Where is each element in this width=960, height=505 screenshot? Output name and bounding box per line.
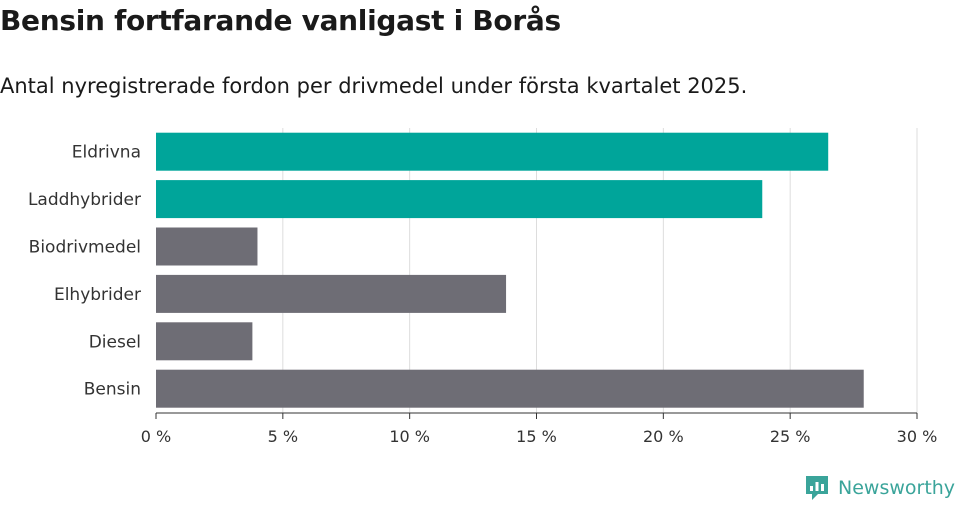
bar xyxy=(156,132,829,171)
newsworthy-brand: Newsworthy xyxy=(804,474,955,502)
bars xyxy=(156,132,864,408)
x-tick-label: 30 % xyxy=(897,427,938,446)
chart-title: Bensin fortfarande vanligast i Borås xyxy=(0,4,561,37)
newsworthy-logo-icon xyxy=(806,476,828,500)
x-tick-label: 10 % xyxy=(389,427,430,446)
category-label: Elhybrider xyxy=(54,285,141,305)
bar xyxy=(156,227,258,266)
x-tick-label: 15 % xyxy=(516,427,557,446)
category-label: Laddhybrider xyxy=(28,190,141,210)
x-tick-label: 5 % xyxy=(268,427,298,446)
category-label: Diesel xyxy=(89,332,141,352)
bar xyxy=(156,274,507,313)
brand-name: Newsworthy xyxy=(838,477,956,499)
category-label: Bensin xyxy=(84,380,141,400)
x-axis: 0 % 5 % 10 % 15 % 20 % 25 % 30 % xyxy=(141,412,938,446)
x-tick-label: 25 % xyxy=(770,427,811,446)
bar xyxy=(156,369,864,408)
x-tick-label: 20 % xyxy=(643,427,684,446)
category-label: Biodrivmedel xyxy=(29,238,141,258)
bar xyxy=(156,180,763,219)
x-tick-label: 0 % xyxy=(141,427,171,446)
category-label: Eldrivna xyxy=(72,143,141,163)
chart-subtitle: Antal nyregistrerade fordon per drivmede… xyxy=(0,74,748,98)
gridlines xyxy=(282,128,918,413)
category-labels: Eldrivna Laddhybrider Biodrivmedel Elhybrid… xyxy=(28,143,141,400)
bar xyxy=(156,322,253,361)
